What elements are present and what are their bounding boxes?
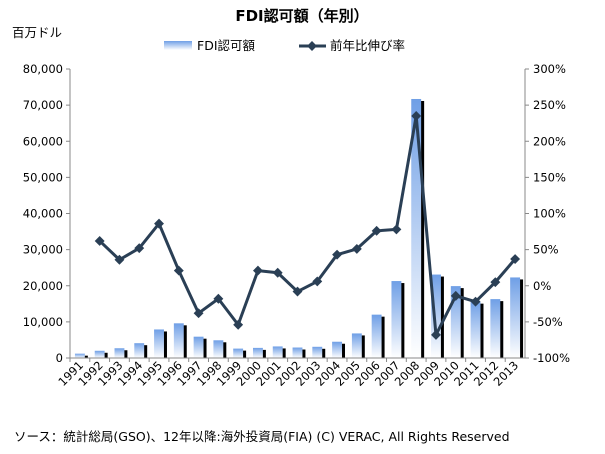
left-tick-label: 0 [56, 351, 63, 365]
right-tick-label: 50% [533, 243, 559, 257]
line-point [391, 224, 402, 235]
line-point [450, 290, 461, 301]
left-tick-label: 40,000 [23, 207, 63, 221]
growth-line [98, 114, 517, 337]
bar [292, 347, 303, 358]
legend-bar-label: FDI認可額 [197, 38, 256, 53]
line-point [351, 243, 362, 254]
line-point [233, 319, 244, 330]
left-tick-label: 20,000 [23, 279, 63, 293]
bar [411, 98, 422, 358]
source-note: ソース：統計総局(GSO)、12年以降:海外投資局(FIA) (C) VERAC… [14, 429, 510, 444]
bar [173, 323, 184, 358]
right-tick-label: 300% [533, 62, 566, 76]
bar [391, 281, 402, 358]
bar [312, 346, 323, 358]
right-tick-label: 250% [533, 98, 566, 112]
line-point [470, 296, 481, 307]
line-point [252, 265, 263, 276]
line-point [371, 225, 382, 236]
chart-title: FDI認可額（年別） [235, 7, 368, 25]
left-tick-label: 50,000 [23, 170, 63, 184]
line-point [332, 249, 343, 260]
axes: 0 10,000 20,000 30,000 40,000 50,000 60,000 70,… [23, 62, 570, 389]
bar [490, 299, 501, 358]
bar [193, 336, 204, 358]
bar [272, 346, 283, 358]
right-tick-label: 200% [533, 134, 566, 148]
bar [74, 353, 85, 358]
line-point [272, 267, 283, 278]
bar [371, 314, 382, 358]
right-tick-label: -100% [533, 351, 570, 365]
left-tick-label: 70,000 [23, 98, 63, 112]
line-point [510, 254, 521, 264]
bar [94, 350, 105, 358]
legend-line-label: 前年比伸び率 [330, 38, 405, 53]
legend-line-marker [307, 41, 317, 51]
right-tick-label: 100% [533, 207, 566, 221]
line-point [312, 276, 323, 287]
bar [233, 348, 244, 358]
left-tick-label: 80,000 [23, 62, 63, 76]
bar [114, 348, 125, 358]
bar [154, 329, 164, 358]
line-point [292, 286, 303, 297]
right-tick-label: 150% [533, 170, 566, 184]
line-point [213, 293, 224, 304]
line-point [134, 243, 145, 254]
bar [252, 347, 263, 358]
left-tick-label: 30,000 [23, 243, 63, 257]
line-point [173, 265, 184, 276]
bar [213, 340, 224, 358]
bar [450, 286, 461, 358]
bar [332, 341, 343, 358]
bar [470, 301, 481, 358]
bar [134, 343, 145, 358]
bar [510, 277, 521, 358]
left-tick-label: 10,000 [23, 315, 63, 329]
legend: FDI認可額 前年比伸び率 [164, 38, 405, 53]
left-tick-label: 60,000 [23, 134, 63, 148]
y-axis-unit-label: 百万ドル [12, 25, 62, 40]
bar [431, 274, 441, 358]
legend-bar-swatch [164, 41, 192, 50]
right-tick-label: 0% [533, 279, 551, 293]
right-tick-label: -50% [533, 315, 563, 329]
bar-series [74, 98, 524, 358]
line-point [431, 329, 441, 340]
line-point [94, 236, 105, 246]
line-point [193, 308, 204, 319]
bar [351, 333, 362, 358]
line-point [490, 277, 501, 288]
line-point [154, 218, 164, 229]
